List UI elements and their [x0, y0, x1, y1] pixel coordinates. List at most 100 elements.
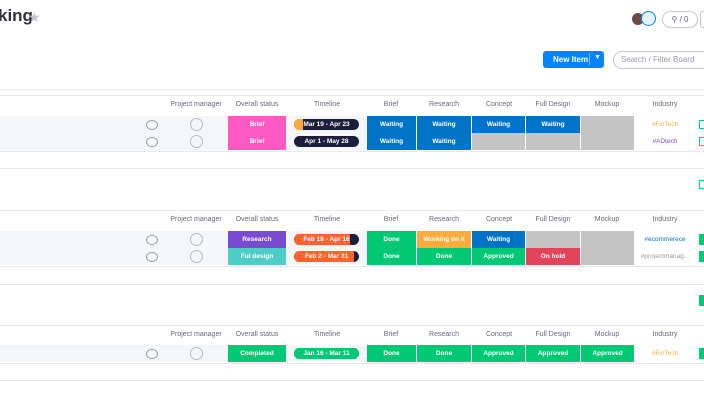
stage-cell[interactable]: On hold [526, 248, 580, 265]
stage-cell[interactable]: Done [367, 231, 416, 248]
status-badge[interactable]: Brief [228, 133, 286, 150]
timeline-label: Feb 2 - Mar 31 [304, 253, 349, 260]
column-header[interactable]: Industry [652, 101, 678, 108]
stage-cell[interactable] [526, 133, 580, 150]
column-header[interactable]: Research [429, 331, 459, 338]
star-icon[interactable]: ★ [28, 9, 41, 25]
stage-cell[interactable] [581, 133, 634, 150]
industry-tag[interactable]: #projectmanag... [640, 253, 690, 260]
status-badge[interactable]: Completed [228, 345, 286, 362]
stage-cell[interactable]: Waiting [472, 231, 525, 248]
stage-cell[interactable]: Approved [526, 345, 580, 362]
timeline-progress [294, 234, 350, 245]
stage-cell[interactable]: Done [417, 345, 471, 362]
timeline-pill[interactable]: Jan 16 - Mar 11 [294, 348, 359, 359]
new-item-label: New Item [553, 55, 589, 64]
timeline-label: Jan 16 - Mar 11 [303, 350, 350, 357]
column-header[interactable]: Research [429, 101, 459, 108]
board-title[interactable]: king [0, 6, 33, 25]
activity-button[interactable]: ⚲ / 0 [662, 11, 698, 28]
person-icon[interactable] [190, 250, 203, 263]
column-header[interactable]: Brief [383, 331, 399, 338]
column-header[interactable]: Full Design [535, 216, 571, 223]
stage-cell[interactable]: Waiting [367, 133, 416, 150]
column-header[interactable]: Timeline [313, 216, 341, 223]
person-icon[interactable] [190, 233, 203, 246]
stage-cell[interactable]: Approved [472, 248, 525, 265]
stage-cell[interactable] [472, 133, 525, 150]
column-header[interactable]: Industry [652, 331, 678, 338]
stage-cell[interactable]: Waiting [367, 116, 416, 133]
column-header[interactable]: Overall status [235, 331, 279, 338]
divider [0, 325, 704, 326]
column-header[interactable]: Mockup [594, 216, 620, 223]
timeline-pill[interactable]: Mar 19 - Apr 23 [294, 119, 359, 130]
timeline-progress [294, 251, 355, 262]
column-header[interactable]: Concept [485, 216, 513, 223]
column-header[interactable]: Full Design [535, 331, 571, 338]
industry-tag[interactable]: #FinTech [651, 350, 679, 357]
status-badge[interactable]: Ful design [228, 248, 286, 265]
column-header[interactable]: Project manager [170, 101, 222, 108]
stage-cell[interactable]: Approved [472, 345, 525, 362]
stage-cell[interactable] [581, 116, 634, 133]
column-header[interactable]: Industry [652, 216, 678, 223]
stage-cell[interactable] [526, 231, 580, 248]
column-header[interactable]: Brief [383, 216, 399, 223]
column-header[interactable]: Research [429, 216, 459, 223]
stage-cell[interactable]: Done [417, 248, 471, 265]
stage-cell[interactable]: Done [367, 345, 416, 362]
stage-cell[interactable]: Waiting [526, 116, 580, 133]
stage-cell[interactable]: Waiting [417, 116, 471, 133]
column-header[interactable]: Mockup [594, 101, 620, 108]
timeline-pill[interactable]: Feb 2 - Mar 31 [294, 251, 359, 262]
column-header[interactable]: Overall status [235, 216, 279, 223]
board-menu-button[interactable] [700, 11, 704, 28]
timeline-label: Feb 18 - Apr 16 [303, 236, 350, 243]
column-header[interactable]: Full Design [535, 101, 571, 108]
stage-cell[interactable] [581, 248, 634, 265]
comment-icon[interactable] [146, 235, 158, 245]
stage-cell[interactable]: Approved [581, 345, 634, 362]
person-icon[interactable] [190, 347, 203, 360]
new-item-button[interactable]: New Item ▼ [543, 51, 604, 68]
comment-icon[interactable] [146, 120, 158, 130]
column-header[interactable]: Project manager [170, 216, 222, 223]
group-marker[interactable] [699, 180, 704, 189]
search-input[interactable]: Search / Filter Board [613, 51, 704, 69]
row-checkbox[interactable] [699, 137, 704, 146]
stage-cell[interactable]: Waiting [472, 116, 525, 133]
timeline-pill[interactable]: Feb 18 - Apr 16 [294, 234, 359, 245]
column-header[interactable]: Concept [485, 331, 513, 338]
person-icon[interactable] [190, 118, 203, 131]
industry-tag[interactable]: #ADtech [652, 138, 678, 145]
status-badge[interactable]: Research [228, 231, 286, 248]
stage-cell[interactable]: Done [367, 248, 416, 265]
industry-tag[interactable]: #FinTech [651, 121, 679, 128]
stage-cell[interactable] [581, 231, 634, 248]
group-marker[interactable] [699, 295, 704, 306]
column-header[interactable]: Mockup [594, 331, 620, 338]
search-icon: ⚲ [671, 15, 680, 24]
row-status-indicator [699, 234, 704, 245]
column-header[interactable]: Concept [485, 101, 513, 108]
industry-tag[interactable]: #ecommerece [644, 236, 686, 243]
person-icon[interactable] [190, 135, 203, 148]
column-header[interactable]: Project manager [170, 331, 222, 338]
divider [589, 54, 590, 65]
row-checkbox[interactable] [699, 120, 704, 129]
status-badge[interactable]: Brief [228, 116, 286, 133]
column-header[interactable]: Timeline [313, 331, 341, 338]
stage-cell[interactable]: Waiting [417, 133, 471, 150]
column-header[interactable]: Overall status [235, 101, 279, 108]
timeline-pill[interactable]: Apr 1 - May 28 [294, 136, 359, 147]
chat-icon[interactable] [641, 11, 656, 26]
divider [0, 266, 704, 267]
stage-cell[interactable]: Working on it [417, 231, 471, 248]
column-header[interactable]: Timeline [313, 101, 341, 108]
chevron-down-icon[interactable]: ▼ [594, 54, 601, 61]
column-header[interactable]: Brief [383, 101, 399, 108]
comment-icon[interactable] [146, 137, 158, 147]
comment-icon[interactable] [146, 349, 158, 359]
comment-icon[interactable] [146, 252, 158, 262]
